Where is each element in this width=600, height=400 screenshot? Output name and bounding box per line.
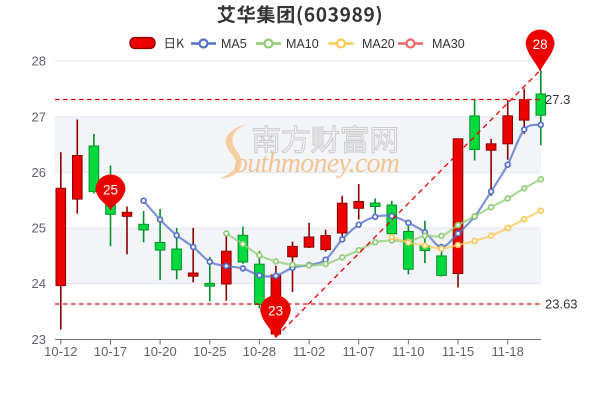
svg-text:28: 28 <box>533 37 548 52</box>
svg-text:23.63: 23.63 <box>545 297 578 312</box>
svg-text:10-17: 10-17 <box>94 344 127 359</box>
svg-text:23: 23 <box>268 304 283 319</box>
svg-text:MA30: MA30 <box>432 37 465 51</box>
svg-text:10-25: 10-25 <box>193 344 226 359</box>
svg-text:27.3: 27.3 <box>545 92 570 107</box>
svg-text:25: 25 <box>32 221 46 236</box>
svg-text:11-10: 11-10 <box>392 344 424 359</box>
svg-text:24: 24 <box>32 276 46 291</box>
svg-text:27: 27 <box>32 110 46 125</box>
svg-text:MA20: MA20 <box>362 37 395 51</box>
svg-text:outhmoney.com: outhmoney.com <box>234 148 400 179</box>
svg-text:11-07: 11-07 <box>343 344 375 359</box>
svg-text:10-12: 10-12 <box>44 344 77 359</box>
svg-text:11-02: 11-02 <box>293 344 325 359</box>
svg-text:11-15: 11-15 <box>442 344 474 359</box>
svg-text:MA10: MA10 <box>286 37 319 51</box>
svg-text:10-28: 10-28 <box>243 344 276 359</box>
svg-text:23: 23 <box>32 332 46 347</box>
svg-text:11-18: 11-18 <box>492 344 524 359</box>
svg-text:25: 25 <box>103 183 118 198</box>
svg-text:26: 26 <box>32 165 46 180</box>
svg-text:28: 28 <box>32 54 46 69</box>
svg-text:MA5: MA5 <box>221 37 247 51</box>
svg-text:10-20: 10-20 <box>143 344 176 359</box>
